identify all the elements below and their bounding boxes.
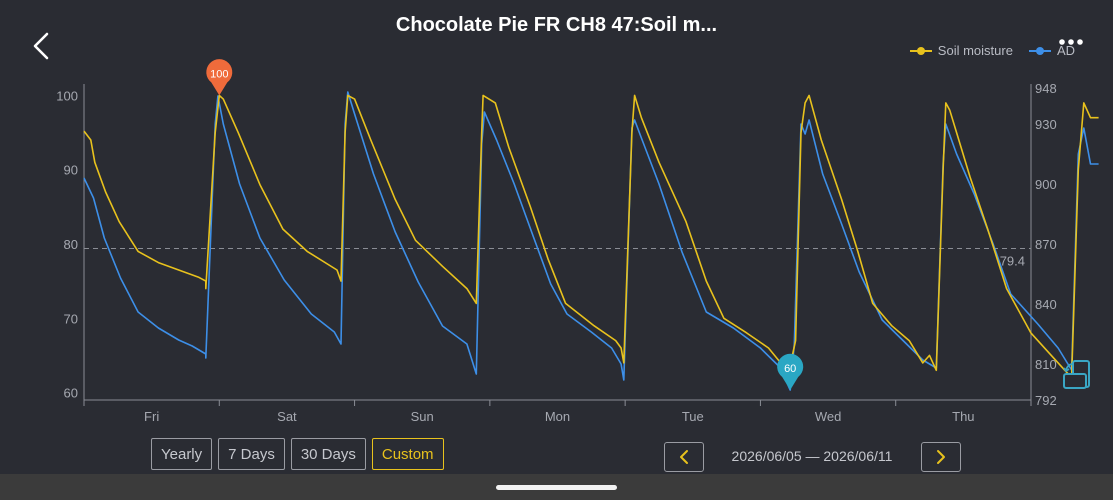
y-right-tick-label: 840 bbox=[1035, 297, 1057, 312]
next-period-button[interactable] bbox=[921, 442, 961, 472]
rotate-screen-icon bbox=[1063, 360, 1090, 389]
legend-swatch-ad bbox=[1028, 46, 1051, 56]
y-right-tick-label: 900 bbox=[1035, 177, 1057, 192]
x-tick-label: Fri bbox=[144, 409, 159, 424]
landscape-toggle-button[interactable] bbox=[1060, 358, 1094, 392]
x-tick-label: Mon bbox=[545, 409, 570, 424]
legend-item-soil-moisture[interactable]: Soil moisture bbox=[909, 43, 1013, 58]
y-right-tick-label: 810 bbox=[1035, 357, 1057, 372]
page-title: Chocolate Pie FR CH8 47:Soil m... bbox=[395, 14, 718, 36]
extreme-marker-pin bbox=[206, 59, 233, 96]
y-left-tick-label: 90 bbox=[64, 163, 78, 178]
x-tick-label: Sun bbox=[411, 409, 434, 424]
chevron-left-icon bbox=[33, 32, 49, 60]
extreme-marker-label: 100 bbox=[210, 68, 228, 80]
extreme-marker-pin bbox=[777, 353, 804, 390]
home-indicator[interactable] bbox=[496, 485, 617, 490]
chevron-right-icon bbox=[937, 450, 945, 464]
range-custom-button[interactable]: Custom bbox=[371, 438, 444, 470]
legend-swatch-dot bbox=[916, 46, 925, 55]
legend-label-soil-moisture: Soil moisture bbox=[937, 43, 1013, 58]
legend-swatch-soil-moisture bbox=[909, 46, 932, 56]
series-line-ad bbox=[83, 91, 1099, 391]
x-tick-label: Wed bbox=[815, 409, 842, 424]
y-right-tick-label: 792 bbox=[1035, 393, 1057, 408]
y-left-tick-label: 80 bbox=[64, 237, 78, 252]
range-7-days-button[interactable]: 7 Days bbox=[218, 438, 285, 470]
time-range-selector: Yearly 7 Days 30 Days Custom bbox=[151, 438, 444, 470]
reference-line-label: 79.4 bbox=[1000, 253, 1025, 268]
x-tick-label: Sat bbox=[277, 409, 297, 424]
y-left-tick-label: 70 bbox=[64, 311, 78, 326]
y-left-tick-label: 100 bbox=[56, 88, 78, 103]
legend-item-ad[interactable]: AD bbox=[1028, 43, 1075, 58]
more-button[interactable] bbox=[1058, 34, 1084, 48]
series-line-soil-moisture bbox=[83, 94, 1099, 379]
extreme-marker-label: 60 bbox=[784, 363, 796, 375]
back-button[interactable] bbox=[28, 30, 56, 62]
chart-legend: Soil moisture AD bbox=[909, 43, 1075, 58]
legend-swatch-dot bbox=[1035, 46, 1044, 55]
y-right-tick-label: 930 bbox=[1035, 117, 1057, 132]
range-30-days-button[interactable]: 30 Days bbox=[290, 438, 366, 470]
x-tick-label: Tue bbox=[682, 409, 704, 424]
top-bar: Chocolate Pie FR CH8 47:Soil m... bbox=[0, 0, 1113, 60]
legend-label-ad: AD bbox=[1056, 43, 1075, 58]
line-chart: Fri Sat Sun Mon Tue Wed Thu 60 70 80 90 100 792 810 84… bbox=[56, 59, 1099, 424]
chevron-left-icon bbox=[680, 450, 688, 464]
x-tick-label: Thu bbox=[952, 409, 974, 424]
system-navigation-bar bbox=[0, 474, 1113, 500]
more-dots-icon bbox=[1059, 39, 1083, 45]
y-right-tick-label: 870 bbox=[1035, 237, 1057, 252]
previous-period-button[interactable] bbox=[664, 442, 704, 472]
date-range-label: 2026/06/05 — 2026/06/11 bbox=[731, 448, 893, 464]
y-right-tick-label: 948 bbox=[1035, 81, 1057, 96]
y-left-tick-label: 60 bbox=[64, 386, 78, 401]
range-yearly-button[interactable]: Yearly bbox=[151, 438, 213, 470]
